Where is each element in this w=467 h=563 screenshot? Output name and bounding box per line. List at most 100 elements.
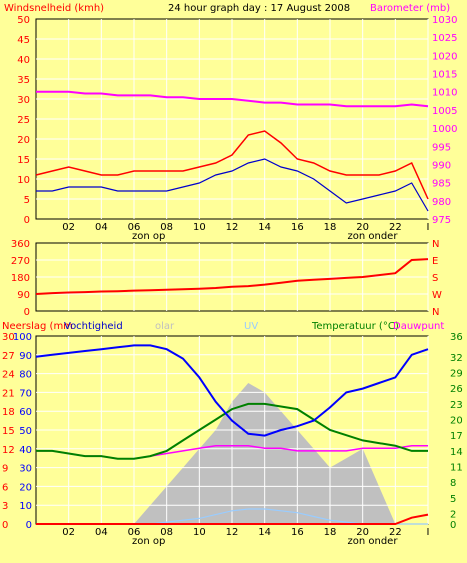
compass-tick: N bbox=[432, 307, 439, 318]
rain-axis-title: Neerslag (mm bbox=[2, 321, 73, 332]
temperature-y-tick: 36 bbox=[450, 332, 463, 343]
wind-y-tick: 30 bbox=[17, 95, 30, 106]
temperature-y-tick: 11 bbox=[450, 463, 463, 474]
x-tick-label: 12 bbox=[226, 527, 239, 538]
compass-tick: S bbox=[432, 273, 438, 284]
wind-barometer-panel: 0510152025303540455097598098599099510001… bbox=[17, 15, 457, 242]
temperature-y-tick: 14 bbox=[450, 447, 463, 458]
barometer-y-tick: 1015 bbox=[432, 70, 457, 81]
humidity-y-tick: 0 bbox=[26, 520, 32, 531]
humidity-y-tick: 60 bbox=[19, 407, 32, 418]
sunrise-label: zon op bbox=[132, 536, 165, 547]
x-tick-label: I bbox=[427, 527, 430, 538]
rain-y-tick: 3 bbox=[2, 501, 8, 512]
barometer-y-tick: 1020 bbox=[432, 51, 457, 62]
wind-y-tick: 5 bbox=[24, 195, 30, 206]
barometer-line bbox=[36, 90, 429, 108]
humidity-line bbox=[35, 344, 429, 437]
wind-gust-line bbox=[35, 130, 429, 200]
sunrise-label: zon op bbox=[132, 231, 165, 242]
temperature-y-tick: 26 bbox=[450, 384, 463, 395]
wind-y-tick: 45 bbox=[17, 35, 30, 46]
barometer-y-tick: 1030 bbox=[432, 15, 457, 26]
temperature-y-tick: 32 bbox=[450, 353, 463, 364]
humidity-y-tick: 40 bbox=[19, 445, 32, 456]
x-tick-label: 06 bbox=[128, 527, 141, 538]
compass-tick: W bbox=[432, 290, 442, 301]
wind-y-tick: 35 bbox=[17, 75, 30, 86]
sunset-label: zon onder bbox=[347, 536, 398, 547]
x-tick-label: 08 bbox=[160, 527, 173, 538]
humidity-y-tick: 90 bbox=[19, 351, 32, 362]
direction-y-tick: 270 bbox=[11, 256, 30, 267]
wind-y-tick: 10 bbox=[17, 175, 30, 186]
sunset-label: zon onder bbox=[347, 231, 398, 242]
direction-y-tick: 360 bbox=[11, 239, 30, 250]
temperature-axis-title: Temperatuur (°C) bbox=[311, 321, 399, 332]
x-tick-label: 20 bbox=[356, 527, 369, 538]
wind-direction-line bbox=[35, 258, 429, 295]
wind-y-tick: 50 bbox=[17, 15, 30, 26]
x-tick-label: 14 bbox=[258, 222, 271, 233]
barometer-y-tick: 1025 bbox=[432, 33, 457, 44]
humidity-y-tick: 20 bbox=[19, 482, 32, 493]
humidity-y-tick: 50 bbox=[19, 426, 32, 437]
rain-y-tick: 6 bbox=[2, 482, 8, 493]
x-tick-label: 20 bbox=[356, 222, 369, 233]
barometer-axis-title: Barometer (mb) bbox=[370, 3, 450, 14]
uv-legend: UV bbox=[244, 321, 258, 332]
x-tick-label: 02 bbox=[62, 222, 75, 233]
rain-y-tick: 21 bbox=[2, 388, 15, 399]
barometer-y-tick: 1005 bbox=[432, 106, 457, 117]
x-tick-label: 16 bbox=[291, 222, 304, 233]
temperature-y-tick: 2 bbox=[450, 510, 456, 521]
temperature-y-tick: 0 bbox=[450, 520, 456, 531]
x-tick-label: 10 bbox=[193, 527, 206, 538]
barometer-y-tick: 1010 bbox=[432, 88, 457, 99]
rain-y-tick: 12 bbox=[2, 445, 15, 456]
barometer-y-tick: 1000 bbox=[432, 124, 457, 135]
x-tick-label: 12 bbox=[226, 222, 239, 233]
rain-line bbox=[36, 513, 429, 525]
x-tick-label: 08 bbox=[160, 222, 173, 233]
wind-y-tick: 20 bbox=[17, 135, 30, 146]
temperature-y-tick: 17 bbox=[450, 431, 463, 442]
temperature-y-tick: 23 bbox=[450, 400, 463, 411]
temperature-y-tick: 5 bbox=[450, 494, 456, 505]
solar-legend: olar bbox=[155, 321, 175, 332]
rain-y-tick: 30 bbox=[2, 332, 15, 343]
wind-y-tick: 15 bbox=[17, 155, 30, 166]
x-tick-label: 22 bbox=[389, 222, 402, 233]
compass-tick: N bbox=[432, 239, 439, 250]
wind-axis-title: Windsnelheid (kmh) bbox=[4, 3, 104, 14]
x-tick-label: 16 bbox=[291, 527, 304, 538]
direction-y-tick: 90 bbox=[17, 290, 30, 301]
rain-y-tick: 27 bbox=[2, 351, 15, 362]
x-tick-label: 18 bbox=[324, 222, 337, 233]
barometer-y-tick: 985 bbox=[432, 179, 451, 190]
rain-y-tick: 24 bbox=[2, 370, 15, 381]
x-tick-label: 14 bbox=[258, 527, 271, 538]
x-tick-label: 04 bbox=[95, 527, 108, 538]
humidity-y-tick: 30 bbox=[19, 464, 32, 475]
humidity-temperature-panel: 0369121518212427300102030405060708090100… bbox=[2, 332, 463, 547]
direction-y-tick: 180 bbox=[11, 273, 30, 284]
dewpoint-legend: Dauwpunt bbox=[393, 321, 444, 332]
x-tick-label: 10 bbox=[193, 222, 206, 233]
compass-tick: E bbox=[432, 256, 438, 267]
wind-y-tick: 40 bbox=[17, 55, 30, 66]
barometer-y-tick: 975 bbox=[432, 215, 451, 226]
x-tick-label: I bbox=[427, 222, 430, 233]
x-tick-label: 02 bbox=[62, 527, 75, 538]
wind-avg-line bbox=[36, 158, 429, 212]
wind-y-tick: 0 bbox=[24, 215, 30, 226]
temperature-y-tick: 8 bbox=[450, 478, 456, 489]
humidity-y-tick: 10 bbox=[19, 501, 32, 512]
rain-y-tick: 18 bbox=[2, 407, 15, 418]
wind-y-tick: 25 bbox=[17, 115, 30, 126]
chart-title: 24 hour graph day : 17 August 2008 bbox=[168, 3, 350, 14]
temperature-y-tick: 20 bbox=[450, 416, 463, 427]
rain-y-tick: 15 bbox=[2, 426, 15, 437]
